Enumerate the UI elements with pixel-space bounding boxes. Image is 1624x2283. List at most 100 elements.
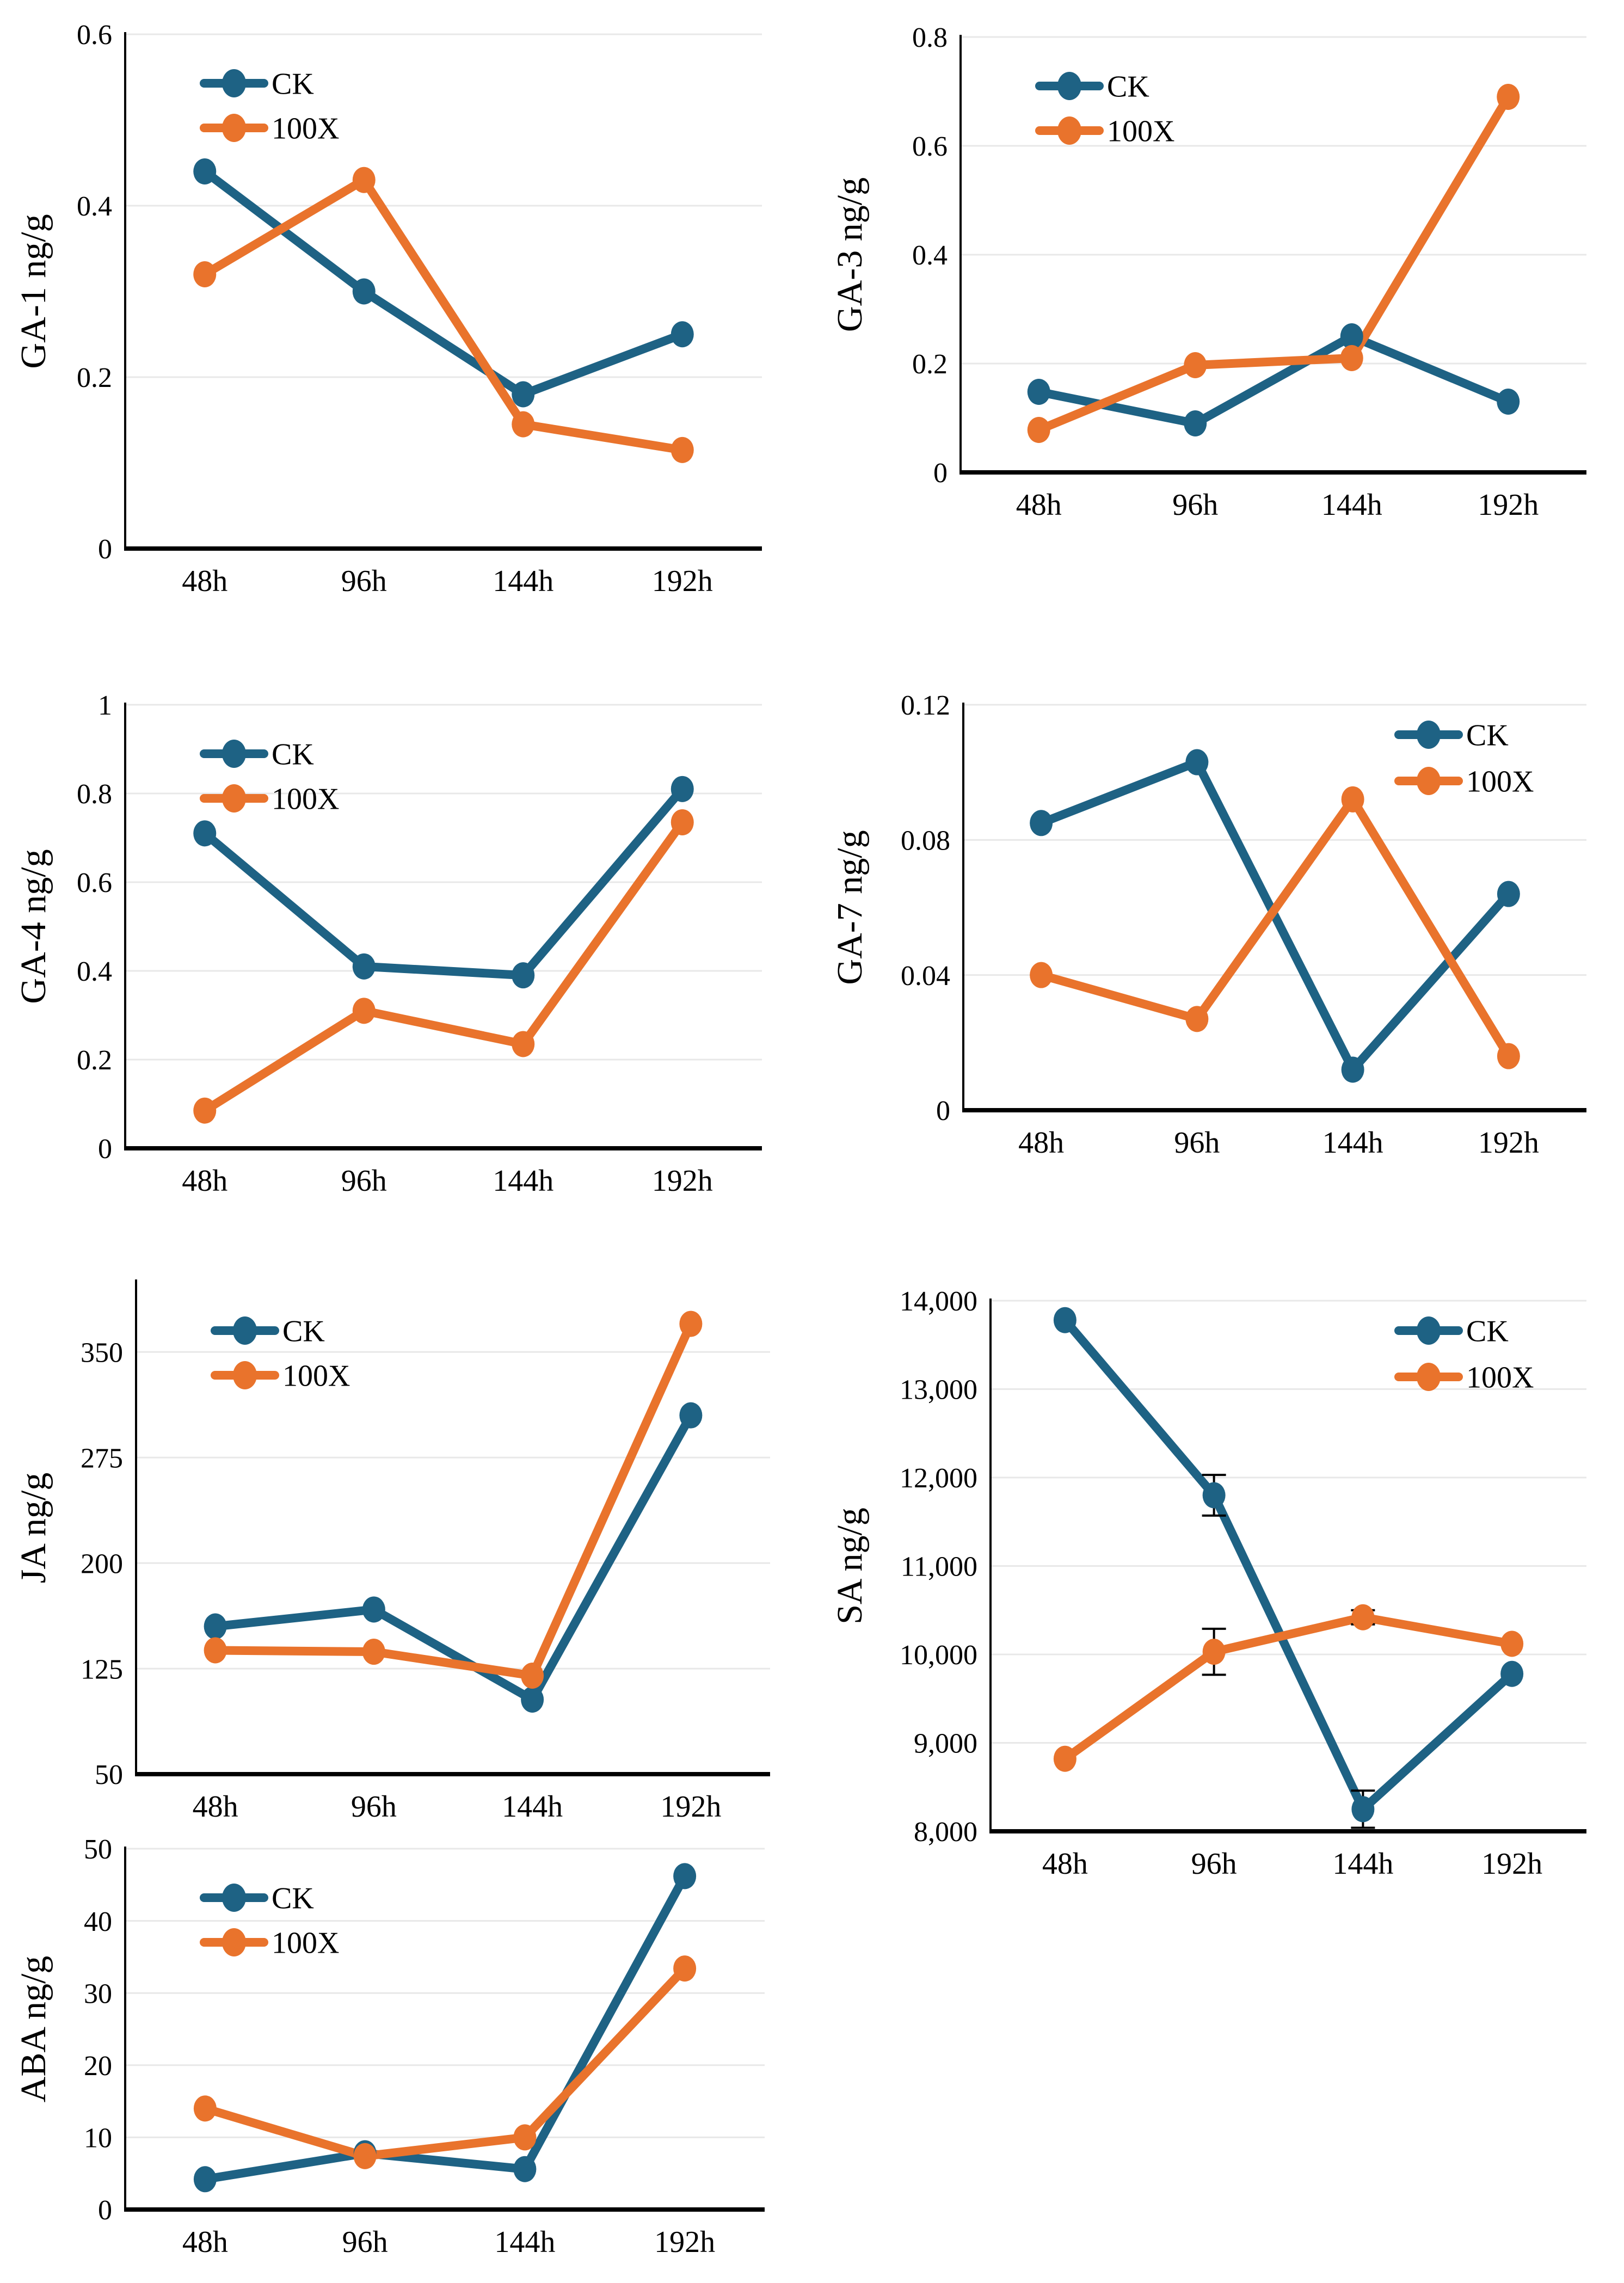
series-markers-100x — [1030, 786, 1520, 1069]
legend-entry-ck: CK — [200, 1882, 314, 1916]
data-point-100x-48h — [193, 2095, 217, 2122]
ga4-plot: 0 0.2 0.4 0.6 0.8 1 48h 96h 144h 192h GA-4 ng/g CK 1… — [14, 690, 762, 1198]
x-tick-label: 48h — [1016, 488, 1062, 522]
data-point-100x-144h — [1340, 345, 1363, 371]
series-line-100x — [200, 817, 687, 1115]
series-line-ck — [200, 167, 687, 399]
legend-label: 100X — [1466, 765, 1534, 799]
data-point-100x-192h — [670, 809, 694, 835]
legend-label: 100X — [282, 1359, 350, 1393]
x-tick-label: 96h — [341, 1164, 387, 1198]
series-line-100x — [1037, 795, 1513, 1061]
y-tick-label: 8,000 — [914, 1817, 977, 1848]
x-tick-label: 96h — [1172, 488, 1218, 522]
legend: CK 100X — [200, 738, 339, 816]
y-tick-label: 200 — [81, 1548, 123, 1579]
data-point-100x-192h — [670, 436, 694, 463]
legend-label: CK — [1466, 719, 1509, 753]
legend-label: 100X — [1107, 115, 1174, 149]
aba-plot: 0 10 20 30 40 50 48h 96h 144h 192h ABA ng/g CK 100X — [14, 1834, 765, 2259]
legend-marker — [233, 1316, 257, 1345]
y-tick-labels: 0 0.04 0.08 0.12 — [901, 690, 950, 1127]
y-axis-title: GA-4 ng/g — [14, 849, 53, 1004]
data-point-ck-192h — [679, 1402, 703, 1429]
data-point-ck-192h — [1497, 389, 1520, 415]
legend-entry-ck: CK — [200, 738, 314, 772]
legend-entry-100x: 100X — [1035, 115, 1174, 149]
y-tick-label: 0.2 — [77, 362, 112, 393]
legend-label: CK — [272, 738, 314, 772]
x-tick-labels: 48h 96h 144h 192h — [1018, 1126, 1539, 1160]
y-axis-title: GA-1 ng/g — [14, 214, 53, 368]
y-tick-label: 0.8 — [912, 22, 948, 53]
legend-entry-100x: 100X — [211, 1359, 350, 1393]
chart-ga1-panel: 0 0.2 0.4 0.6 48h 96h 144h 192h GA-1 ng/g CK 100X — [8, 4, 800, 625]
y-tick-labels: 0 0.2 0.4 0.6 — [77, 20, 112, 565]
series-markers-100x — [193, 1955, 697, 2169]
series-line-100x — [1060, 1613, 1517, 1763]
x-tick-label: 48h — [193, 1790, 238, 1824]
data-point-ck-192h — [1497, 881, 1520, 907]
y-tick-label: 0 — [936, 1096, 950, 1127]
gridlines — [963, 704, 1586, 976]
y-tick-label: 10 — [84, 2123, 112, 2154]
data-point-100x-48h — [1030, 962, 1053, 988]
legend-marker — [222, 1928, 246, 1956]
legend: CK 100X — [1394, 719, 1534, 799]
y-tick-label: 14,000 — [900, 1286, 977, 1317]
x-tick-label: 48h — [182, 1164, 227, 1198]
y-tick-label: 125 — [81, 1654, 123, 1685]
y-tick-label: 0.6 — [77, 20, 112, 51]
legend-entry-100x: 100X — [1394, 1361, 1534, 1395]
x-tick-label: 192h — [654, 2225, 715, 2259]
legend-marker — [233, 1361, 257, 1389]
series-line-ck — [211, 1411, 696, 1704]
y-tick-labels: 0 0.2 0.4 0.6 0.8 — [912, 22, 948, 489]
x-tick-label: 192h — [1481, 1847, 1542, 1881]
chart-ja-panel: 50 125 200 275 350 48h 96h 144h 192h JA ng/g CK 100… — [8, 1244, 800, 1856]
data-point-100x-144h — [1351, 1604, 1375, 1630]
data-point-100x-96h — [362, 1639, 385, 1665]
data-point-100x-48h — [1027, 417, 1050, 443]
legend-entry-100x: 100X — [200, 783, 339, 816]
series-line-ck — [1060, 1315, 1517, 1814]
data-point-100x-192h — [679, 1310, 703, 1337]
legend-entry-100x: 100X — [200, 1927, 339, 1960]
y-tick-labels: 0 10 20 30 40 50 — [84, 1834, 112, 2226]
y-tick-label: 20 — [84, 2051, 112, 2082]
x-tick-labels: 48h 96h 144h 192h — [182, 564, 713, 598]
legend-entry-ck: CK — [1394, 719, 1509, 753]
series-line-100x — [211, 1319, 696, 1680]
y-tick-label: 0.2 — [77, 1045, 112, 1076]
x-tick-label: 48h — [182, 2225, 228, 2259]
series-line-ck — [200, 1872, 690, 2184]
chart-ga4-panel: 0 0.2 0.4 0.6 0.8 1 48h 96h 144h 192h GA-4 ng/g CK 1… — [8, 639, 800, 1224]
legend-marker — [1417, 721, 1441, 749]
data-point-100x-96h — [352, 167, 376, 193]
x-tick-labels: 48h 96h 144h 192h — [193, 1790, 722, 1824]
legend-marker — [1057, 72, 1081, 100]
series-markers-ck — [1053, 1307, 1524, 1823]
series-line-100x — [200, 175, 687, 454]
legend-marker — [1417, 1316, 1441, 1345]
legend-marker — [1057, 116, 1081, 145]
data-point-100x-144h — [512, 411, 535, 438]
legend: CK 100X — [1035, 70, 1174, 149]
y-axis-title: ABA ng/g — [14, 1956, 53, 2103]
legend: CK 100X — [211, 1315, 350, 1393]
x-tick-labels: 48h 96h 144h 192h — [1016, 488, 1539, 522]
y-tick-label: 50 — [84, 1834, 112, 1865]
data-point-100x-192h — [673, 1955, 697, 1982]
legend-marker — [222, 114, 246, 142]
y-axis-title: JA ng/g — [14, 1473, 53, 1584]
data-point-ck-144h — [513, 2156, 537, 2182]
data-point-100x-48h — [193, 261, 217, 287]
y-tick-label: 11,000 — [901, 1552, 977, 1583]
data-point-ck-96h — [1184, 410, 1207, 436]
legend: CK 100X — [200, 1882, 339, 1960]
y-tick-label: 13,000 — [900, 1375, 977, 1406]
legend-label: CK — [272, 67, 314, 101]
y-tick-label: 50 — [95, 1759, 123, 1790]
data-point-100x-48h — [1053, 1745, 1076, 1772]
x-tick-label: 96h — [351, 1790, 397, 1824]
